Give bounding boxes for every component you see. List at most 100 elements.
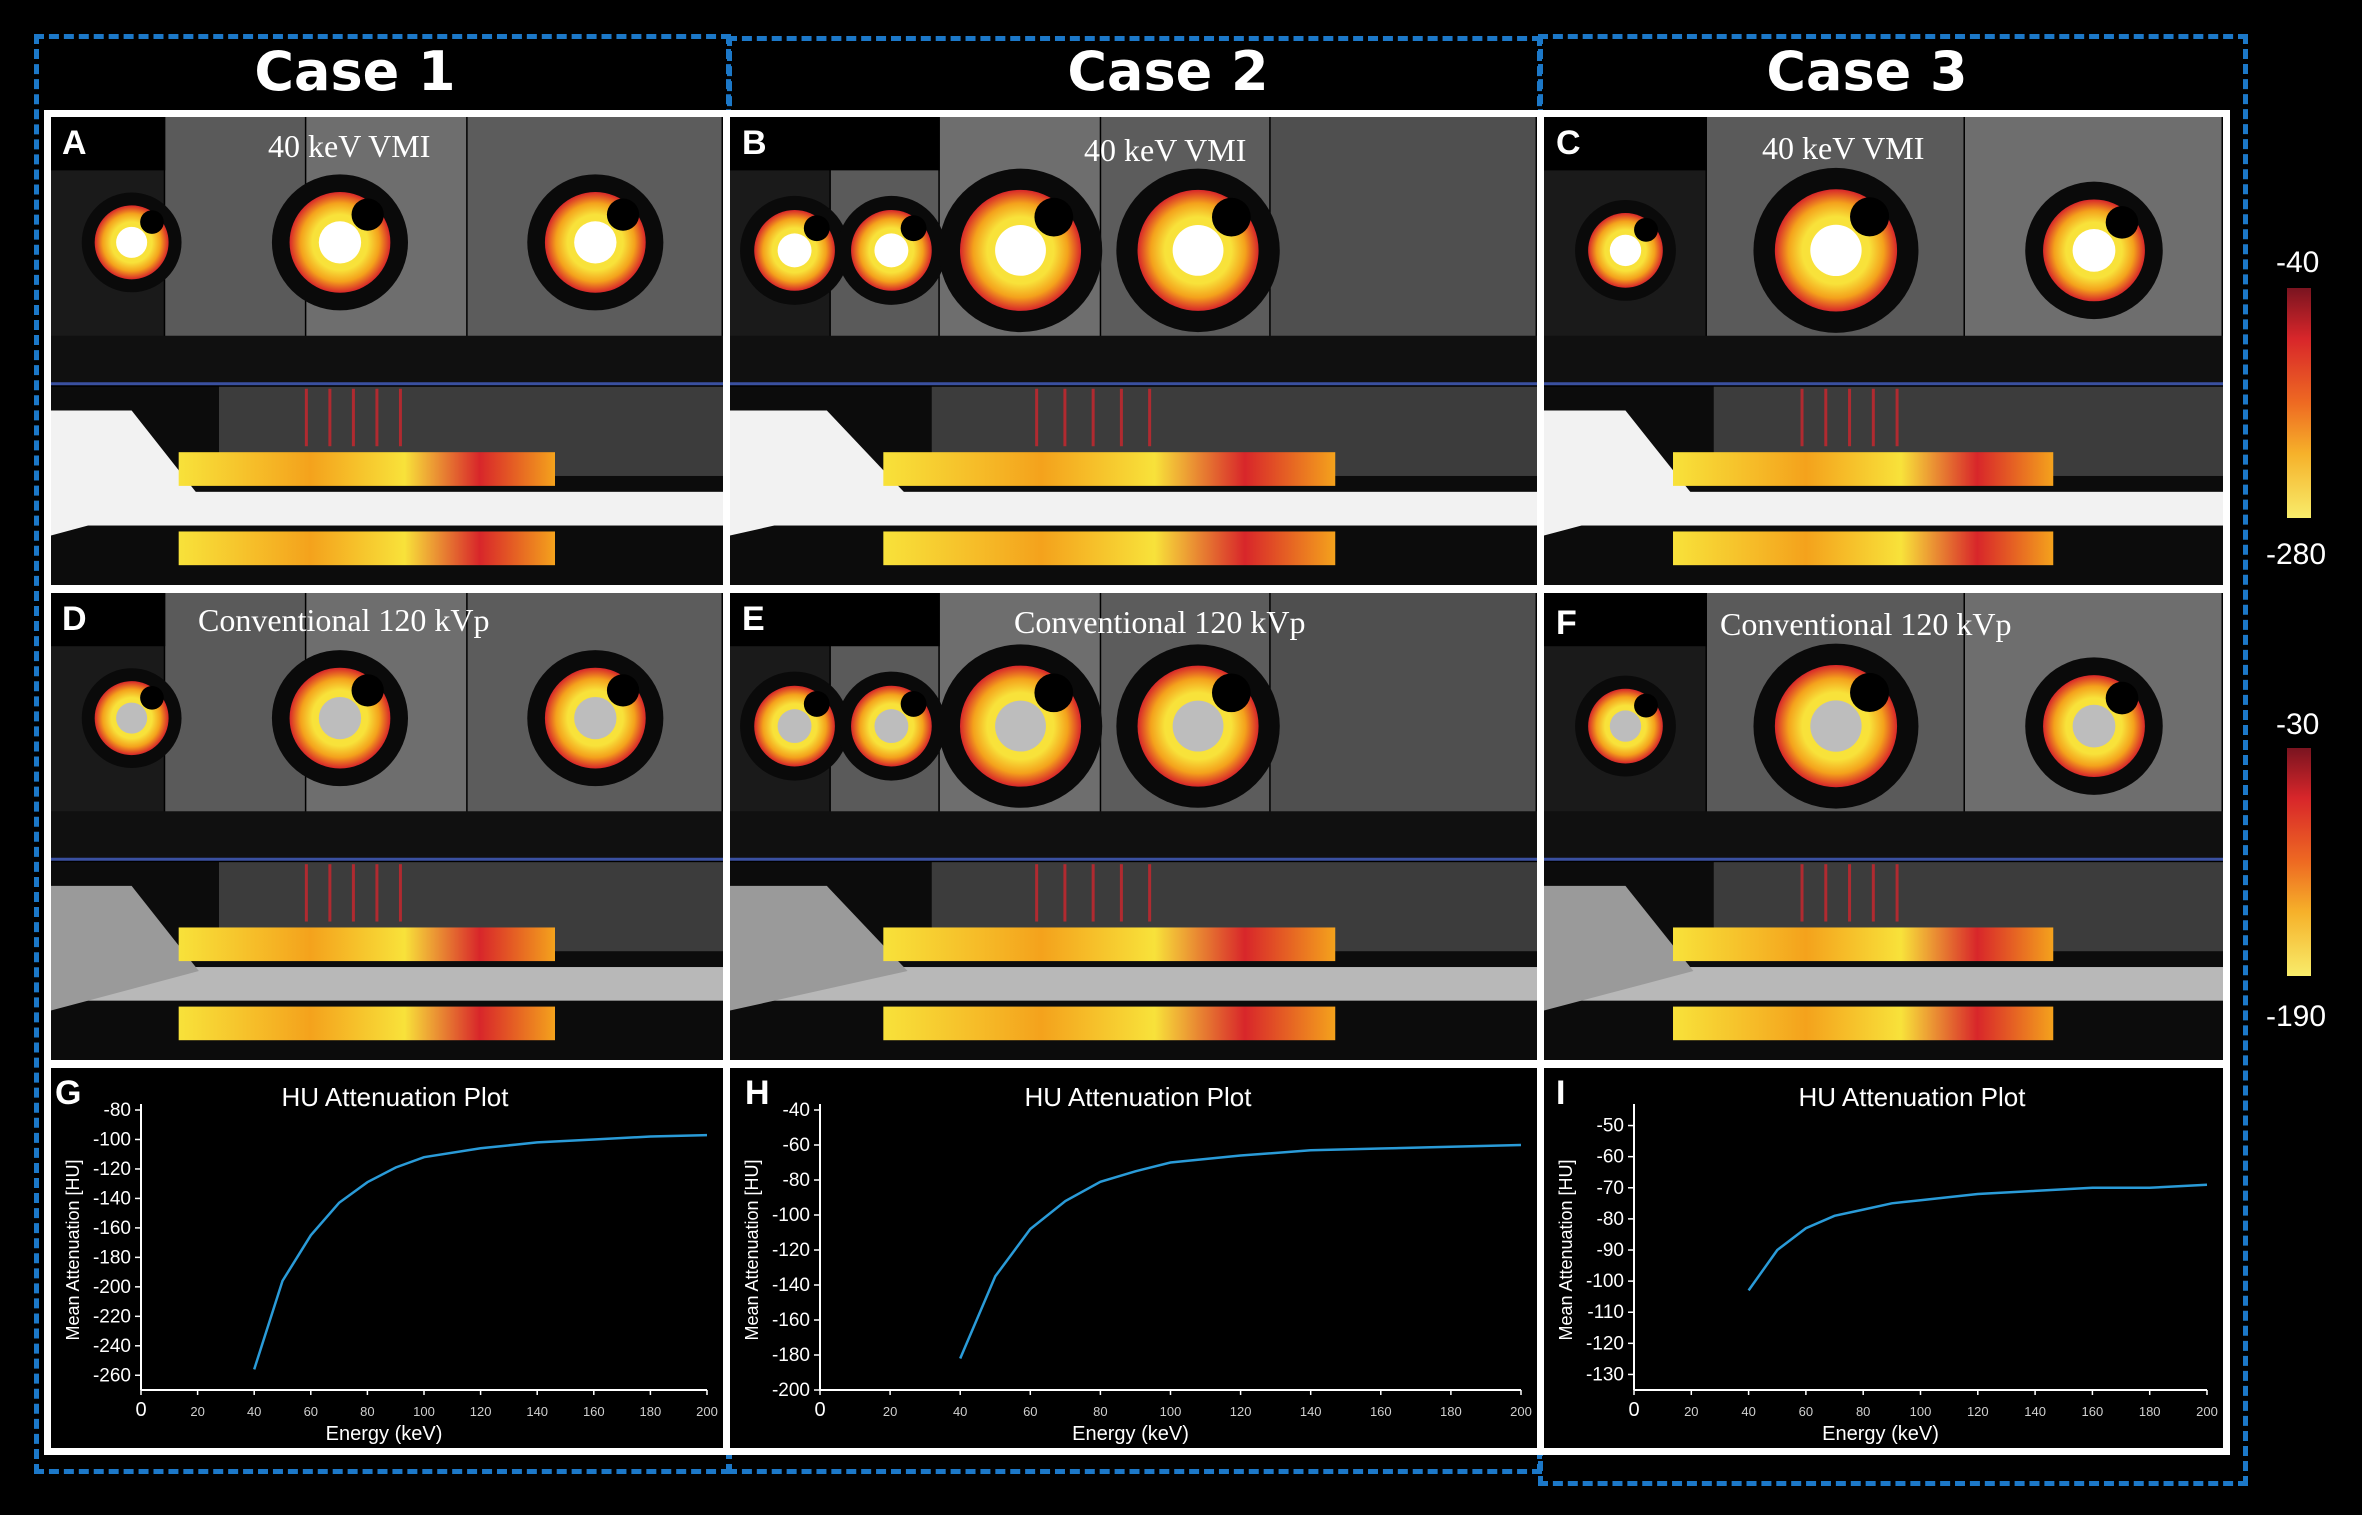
vessel-lumen — [574, 696, 617, 740]
colorbar-conv-top-label: -30 — [2276, 708, 2320, 741]
panel-letter-h: H — [745, 1074, 770, 1112]
colorbar-vmi-bottom-label: -280 — [2266, 538, 2327, 571]
vmi-label-case-3: 40 keV VMI — [1762, 130, 1925, 166]
x-tick-label: 180 — [640, 1404, 662, 1419]
x-tick-label: 0 — [814, 1399, 825, 1421]
x-axis-label: Energy (keV) — [1072, 1423, 1189, 1445]
vessel-lumen — [116, 702, 148, 734]
vmi-label-case-1: 40 keV VMI — [268, 128, 431, 164]
ct-image-vmi — [730, 117, 1537, 585]
x-tick-label: 0 — [1628, 1399, 1639, 1421]
y-tick-label: -80 — [104, 1100, 131, 1121]
fat-band-upper — [883, 927, 1336, 962]
x-tick-label: 80 — [360, 1404, 374, 1419]
vessel-lumen — [777, 233, 812, 268]
x-tick-label: 120 — [1230, 1404, 1252, 1419]
x-tick-label: 100 — [1910, 1404, 1932, 1419]
ct-panel-a — [51, 117, 723, 585]
vessel-lumen — [995, 700, 1046, 752]
y-tick-label: -120 — [772, 1240, 810, 1261]
x-tick-label: 180 — [2139, 1404, 2161, 1419]
plot-g: -80 -100 -120 -140 -160 -180 -200 -220 -240 -2600… — [63, 1100, 718, 1445]
conventional-label-case-2: Conventional 120 kVp — [1014, 604, 1306, 640]
y-tick-label: -160 — [772, 1310, 810, 1331]
x-tick-label: 20 — [1684, 1404, 1698, 1419]
y-tick-label: -100 — [93, 1129, 131, 1150]
fat-band-lower — [1673, 531, 2054, 566]
x-tick-label: 160 — [1370, 1404, 1392, 1419]
x-tick-label: 160 — [583, 1404, 605, 1419]
vessel-lumen — [874, 233, 909, 268]
x-tick-label: 120 — [470, 1404, 492, 1419]
x-tick-label: 200 — [2196, 1404, 2218, 1419]
x-tick-label: 60 — [304, 1404, 318, 1419]
ct-panel-c — [1544, 117, 2223, 585]
fat-band-lower — [883, 1006, 1336, 1041]
panel-letter-c: C — [1556, 124, 1581, 162]
y-tick-label: -120 — [1586, 1333, 1624, 1354]
case-2-title: Case 2 — [1067, 40, 1269, 103]
colorbar-conventional — [2287, 748, 2311, 976]
x-tick-label: 80 — [1093, 1404, 1107, 1419]
panel-letter-i: I — [1556, 1074, 1566, 1112]
x-tick-label: 40 — [1741, 1404, 1755, 1419]
fat-band-lower — [178, 531, 555, 566]
plot-title-g: HU Attenuation Plot — [281, 1082, 509, 1112]
frame-row-divider-2 — [44, 1060, 2230, 1068]
vessel-lumen — [777, 709, 812, 744]
panel-letter-g: G — [55, 1074, 82, 1112]
frame-divider-1 — [723, 110, 730, 1455]
plot-title-i: HU Attenuation Plot — [1798, 1082, 2026, 1112]
x-tick-label: 160 — [2082, 1404, 2104, 1419]
x-tick-label: 80 — [1856, 1404, 1870, 1419]
ct-panel-f — [1544, 593, 2223, 1060]
colorbar-conv-bottom-label: -190 — [2266, 1000, 2327, 1033]
fat-band-lower — [883, 531, 1336, 566]
figure-frame — [44, 110, 2230, 1455]
frame-row-divider-1 — [44, 585, 2230, 593]
ct-image-vmi — [1544, 117, 2223, 585]
vessel-lumen — [574, 221, 617, 264]
fat-band-upper — [883, 452, 1336, 486]
vessel-lumen — [995, 224, 1046, 276]
ct-panel-b — [730, 117, 1537, 585]
x-tick-label: 20 — [190, 1404, 204, 1419]
case-1-title: Case 1 — [254, 40, 456, 103]
panel-letter-f: F — [1556, 604, 1577, 642]
y-tick-label: -110 — [1587, 1302, 1624, 1323]
y-tick-label: -140 — [93, 1188, 131, 1209]
vessel-lumen — [1609, 710, 1642, 742]
y-tick-label: -240 — [93, 1336, 131, 1357]
panel-letter-b: B — [742, 124, 767, 162]
vessel-lumen — [1172, 700, 1224, 752]
y-tick-label: -50 — [1597, 1116, 1624, 1137]
plot-panel-h: -40 -60 -80 -100 -120 -140 -160 -180 -200 0 20 40 60… — [730, 1068, 1537, 1448]
ct-image-conv — [51, 593, 723, 1060]
y-tick-label: -260 — [93, 1365, 131, 1386]
plot-panel-i: -50 -60 -70 -80 -90 -100 -110 -120 -130 0 20 40 60 80… — [1544, 1068, 2223, 1448]
y-axis-label: Mean Attenuation [HU] — [63, 1159, 83, 1340]
x-tick-label: 140 — [1300, 1404, 1322, 1419]
y-tick-label: -60 — [1597, 1147, 1624, 1168]
colorbar-vmi-top-label: -40 — [2276, 246, 2320, 279]
x-tick-label: 40 — [953, 1404, 967, 1419]
x-tick-label: 0 — [135, 1399, 146, 1421]
fat-band-upper — [178, 927, 555, 962]
y-tick-label: -180 — [772, 1345, 810, 1366]
attenuation-curve — [959, 1143, 1522, 1359]
conventional-label-case-3: Conventional 120 kVp — [1720, 606, 2012, 642]
x-tick-label: 60 — [1799, 1404, 1813, 1419]
plot-panel-g: -80 -100 -120 -140 -160 -180 -200 -220 -240 -260 0… — [51, 1068, 723, 1448]
y-tick-label: -70 — [1597, 1178, 1624, 1199]
x-tick-label: 140 — [2024, 1404, 2046, 1419]
y-tick-label: -100 — [772, 1205, 810, 1226]
frame-divider-2 — [1537, 110, 1544, 1455]
colorbar-vmi — [2287, 288, 2311, 518]
y-tick-label: -40 — [783, 1100, 810, 1121]
vessel-lumen — [1810, 224, 1862, 277]
vessel-lumen — [318, 696, 362, 740]
x-axis-label: Energy (keV) — [1822, 1423, 1939, 1445]
attenuation-curve — [253, 1133, 708, 1370]
y-tick-label: -200 — [772, 1380, 810, 1401]
